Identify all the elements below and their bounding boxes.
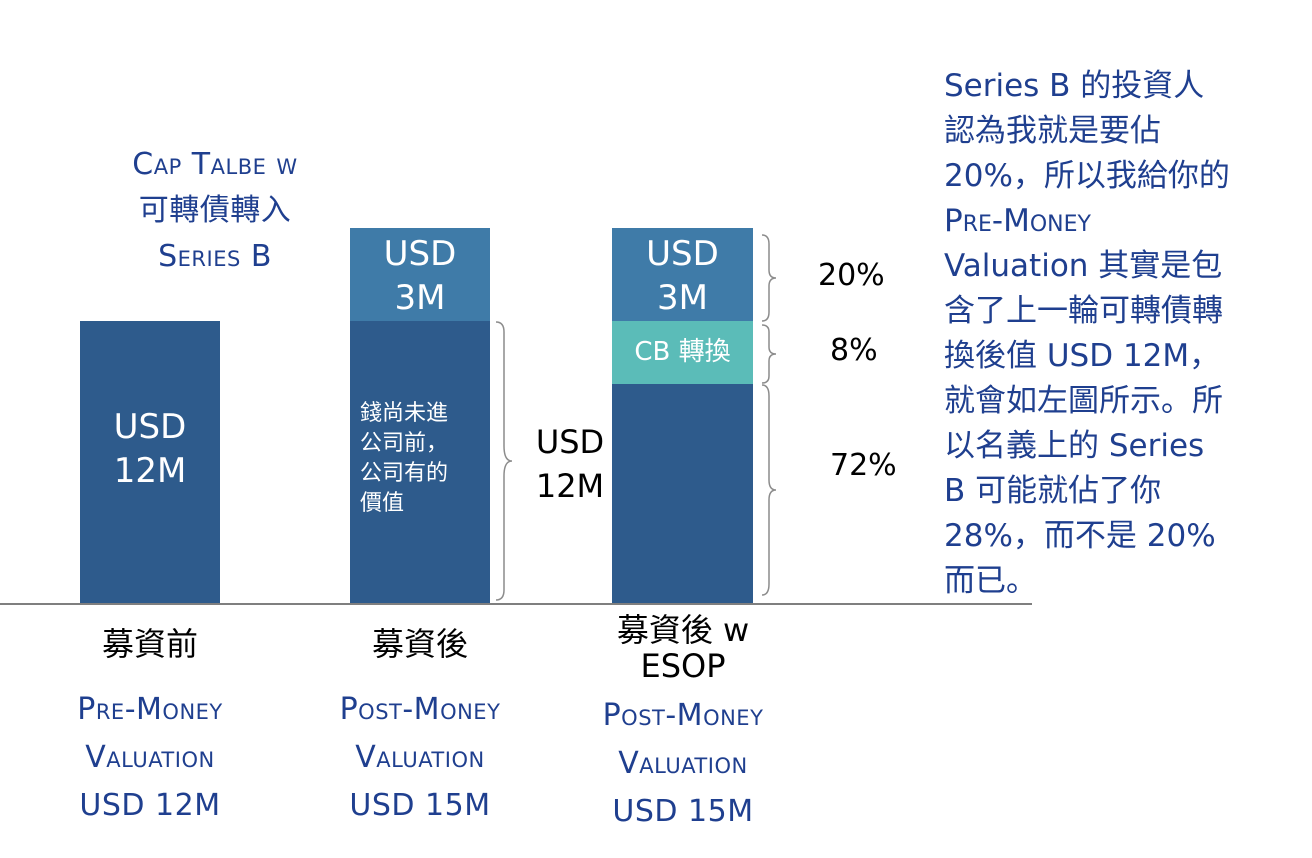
bar-esop-top-label: USD 3M: [646, 234, 719, 318]
brace-8-percent: [761, 324, 777, 384]
category-pre: 募資前: [101, 625, 198, 663]
note-line-8: 就會如左圖所示。所: [944, 383, 1223, 419]
bar-pre-money: USD 12M: [80, 321, 220, 603]
percent-72: 72%: [830, 448, 897, 483]
bar-post-money-existing: 錢尚未進 公司前， 公司有的 價值: [350, 321, 490, 603]
note-line-7: 換後值 USD 12M，: [944, 338, 1221, 374]
bar-esop-cb-label: CB 轉換: [634, 337, 731, 367]
note-line-9: 以名義上的 Series: [944, 428, 1205, 464]
note-line-3: 20%，所以我給你的: [944, 158, 1230, 194]
note-line-6: 含了上一輪可轉債轉: [944, 293, 1223, 329]
brace-label-usd-12m: USD 12M: [535, 423, 605, 505]
bar-pre-money-label: USD 12M: [113, 407, 187, 491]
brace-72-percent: [761, 384, 777, 596]
percent-8: 8%: [830, 333, 878, 368]
chart-title: Cap Talbe w 可轉債轉入 Series B: [90, 142, 340, 280]
bar-post-money-series-b: USD 3M: [350, 228, 490, 321]
note-line-2: 認為我就是要佔: [944, 113, 1161, 149]
bar-post-money-top-label: USD 3M: [383, 234, 457, 318]
bar-esop-cb-conversion: CB 轉換: [612, 321, 753, 384]
category-post-esop: 募資後 w ESOP: [616, 611, 750, 685]
valuation-post-esop: Post-Money Valuation USD 15M: [602, 698, 764, 829]
explanation-note: Series B 的投資人 認為我就是要佔 20%，所以我給你的 Pre-Mon…: [944, 64, 1304, 604]
title-line-2: 可轉債轉入: [138, 193, 292, 228]
note-line-12: 而已。: [944, 563, 1037, 599]
title-line-1: Cap Talbe w: [132, 147, 298, 182]
note-line-1: Series B 的投資人: [944, 68, 1205, 104]
category-post: 募資後: [371, 625, 468, 663]
bar-post-money-existing-label: 錢尚未進 公司前， 公司有的 價值: [360, 401, 449, 516]
note-line-5: Valuation 其實是包: [944, 248, 1223, 284]
brace-post-money-existing: [495, 321, 513, 601]
brace-20-percent: [761, 234, 777, 322]
valuation-pre: Pre-Money Valuation USD 12M: [77, 692, 223, 823]
x-axis-baseline: [0, 603, 1032, 605]
bar-esop-series-b: USD 3M: [612, 228, 753, 321]
note-line-4: Pre-Money: [944, 203, 1091, 239]
note-line-11: 28%，而不是 20%: [944, 518, 1216, 554]
note-line-10: B 可能就佔了你: [944, 473, 1162, 509]
title-line-3: Series B: [158, 239, 272, 274]
bar-esop-existing: [612, 384, 753, 603]
valuation-post: Post-Money Valuation USD 15M: [339, 692, 501, 823]
percent-20: 20%: [818, 258, 885, 293]
